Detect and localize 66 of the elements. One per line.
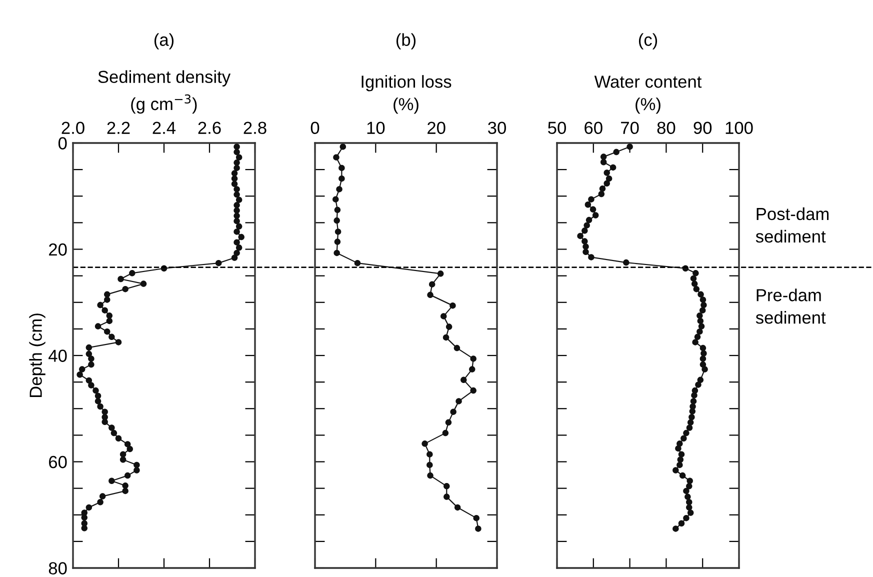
point bbox=[470, 356, 476, 362]
point bbox=[440, 313, 447, 320]
x-tick-label: 20 bbox=[428, 122, 446, 134]
point bbox=[427, 292, 434, 298]
point bbox=[442, 334, 450, 341]
point bbox=[338, 164, 345, 172]
point bbox=[444, 494, 450, 500]
point bbox=[454, 504, 461, 511]
x-tick-label: 2.6 bbox=[198, 122, 221, 134]
chart-title: (a) bbox=[154, 33, 174, 50]
point bbox=[445, 419, 452, 426]
point bbox=[422, 440, 428, 447]
point bbox=[442, 430, 449, 436]
y-tick-label: 0 bbox=[58, 137, 67, 150]
point bbox=[427, 472, 434, 479]
point bbox=[428, 281, 436, 288]
point bbox=[450, 408, 456, 415]
x-tick-label: 50 bbox=[548, 122, 566, 134]
x-tick-label: 90 bbox=[694, 122, 712, 134]
y-tick-label: 80 bbox=[48, 562, 67, 574]
point bbox=[338, 175, 345, 182]
point bbox=[454, 344, 460, 352]
point bbox=[426, 462, 433, 468]
point bbox=[456, 398, 462, 404]
point bbox=[460, 376, 467, 384]
point bbox=[470, 387, 476, 394]
chart-title: (c) bbox=[638, 33, 658, 50]
text: Pre-dam sediment bbox=[756, 288, 826, 324]
x-axis-title: Water content (%) bbox=[594, 76, 702, 114]
y-tick-label: 40 bbox=[48, 350, 67, 362]
x-tick-label: 2.2 bbox=[107, 122, 130, 134]
x-tick-label: 30 bbox=[488, 122, 506, 134]
point bbox=[473, 514, 480, 522]
point bbox=[334, 217, 340, 224]
point bbox=[444, 483, 450, 490]
point bbox=[334, 238, 341, 245]
point bbox=[333, 154, 340, 160]
point bbox=[336, 186, 342, 192]
x-tick-label: 2.4 bbox=[152, 122, 176, 134]
x-axis-title: Sediment density (g cm$^{−3}$) bbox=[98, 70, 231, 114]
point bbox=[446, 324, 452, 330]
point bbox=[334, 228, 342, 235]
x-axis-title: Ignition loss (%) bbox=[362, 75, 452, 114]
point bbox=[334, 250, 340, 256]
x-tick-label: 70 bbox=[621, 122, 639, 134]
x-tick-label: 2.0 bbox=[62, 122, 84, 134]
point bbox=[475, 526, 482, 532]
x-tick-label: 10 bbox=[367, 122, 385, 134]
x-tick-label: 60 bbox=[584, 122, 602, 134]
x-tick-label: 2.8 bbox=[244, 122, 266, 134]
x-tick-label: 80 bbox=[657, 122, 676, 134]
point bbox=[340, 144, 346, 150]
point bbox=[334, 206, 341, 214]
x-tick-label: 0 bbox=[310, 122, 320, 134]
text: Post-dam sediment bbox=[756, 207, 829, 243]
x-tick-label: 100 bbox=[726, 122, 753, 134]
point bbox=[437, 270, 444, 277]
y-tick-label: 20 bbox=[49, 243, 67, 256]
point bbox=[354, 260, 361, 266]
point bbox=[450, 302, 456, 309]
point bbox=[426, 451, 433, 458]
chart-title: (b) bbox=[396, 33, 416, 50]
point bbox=[332, 196, 339, 202]
y-axis-title: Depth (cm) bbox=[29, 314, 46, 397]
y-tick-label: 60 bbox=[49, 456, 67, 468]
point bbox=[469, 366, 476, 372]
